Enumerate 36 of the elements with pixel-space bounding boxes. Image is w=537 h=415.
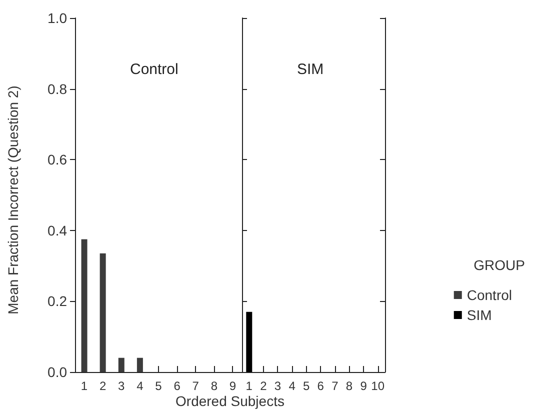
bar (118, 358, 124, 372)
y-tick-label: 0.6 (48, 152, 68, 168)
x-tick-label: 6 (174, 379, 181, 393)
legend-label: SIM (466, 307, 492, 323)
x-tick-label: 9 (229, 379, 236, 393)
x-tick-label: 4 (288, 379, 296, 393)
text: SIM (297, 61, 324, 78)
x-tick-label: 9 (360, 379, 368, 393)
x-tick-label: 8 (210, 379, 218, 393)
x-tick-label: 5 (155, 379, 162, 393)
x-tick-label: 7 (332, 379, 339, 393)
x-tick-label: 6 (317, 379, 324, 393)
x-tick-label: 10 (371, 379, 385, 393)
text: Control (130, 61, 178, 78)
y-tick-label: 0.0 (48, 364, 68, 380)
bar (100, 253, 106, 372)
y-tick-label: 1.0 (48, 10, 68, 26)
bar (81, 239, 88, 372)
bar (136, 358, 143, 372)
x-tick-label: 5 (303, 379, 310, 393)
x-tick-label: 2 (99, 379, 106, 393)
x-tick-label: 1 (246, 379, 253, 393)
x-tick-label: 4 (136, 379, 144, 393)
x-axis-title: Ordered Subjects (174, 393, 286, 409)
x-tick-label: 8 (346, 379, 353, 393)
y-tick-label: 0.2 (48, 293, 68, 310)
x-tick-label: 7 (192, 379, 200, 393)
x-tick-label: 2 (260, 379, 268, 393)
legend-label: Control (466, 287, 512, 303)
x-tick-label: 3 (118, 379, 126, 393)
x-tick-label: 3 (274, 379, 282, 393)
y-tick-label: 0.8 (48, 80, 68, 97)
x-tick-label: 1 (80, 379, 88, 393)
y-axis-title: Mean Fraction Incorrect (Question 2) (5, 86, 21, 314)
legend-title: GROUP (474, 257, 526, 273)
y-tick-label: 0.4 (48, 222, 68, 238)
